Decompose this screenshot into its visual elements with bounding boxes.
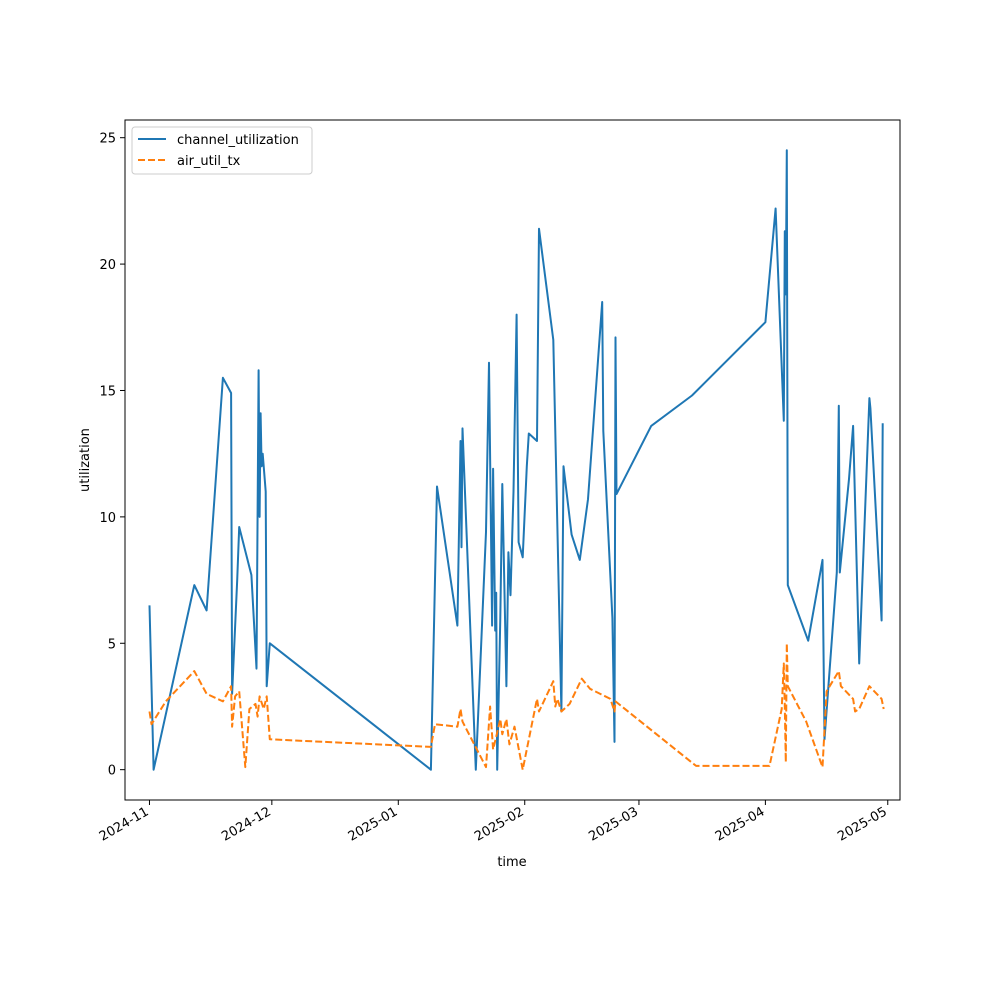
legend-box [131,126,313,175]
y-axis: 0 5 10 15 20 25 [99,132,125,779]
x-axis-label: time [497,855,526,870]
legend: channel_utilization air_util_tx [131,126,313,175]
series-line-channel-utilization [148,149,884,771]
series-line-air-util-tx [148,642,885,771]
y-tick-label: 25 [99,132,116,147]
y-tick-label: 10 [99,511,116,526]
y-tick-label: 15 [99,384,116,399]
legend-label-air-util-tx: air_util_tx [177,154,241,169]
y-tick-label: 5 [108,637,116,652]
legend-label-channel-utilization: channel_utilization [177,133,299,148]
y-axis-label: utilization [78,428,93,492]
y-tick-label: 0 [108,764,116,779]
series-layer [148,149,885,771]
plot-frame [124,119,901,801]
y-tick-label: 20 [99,258,116,273]
